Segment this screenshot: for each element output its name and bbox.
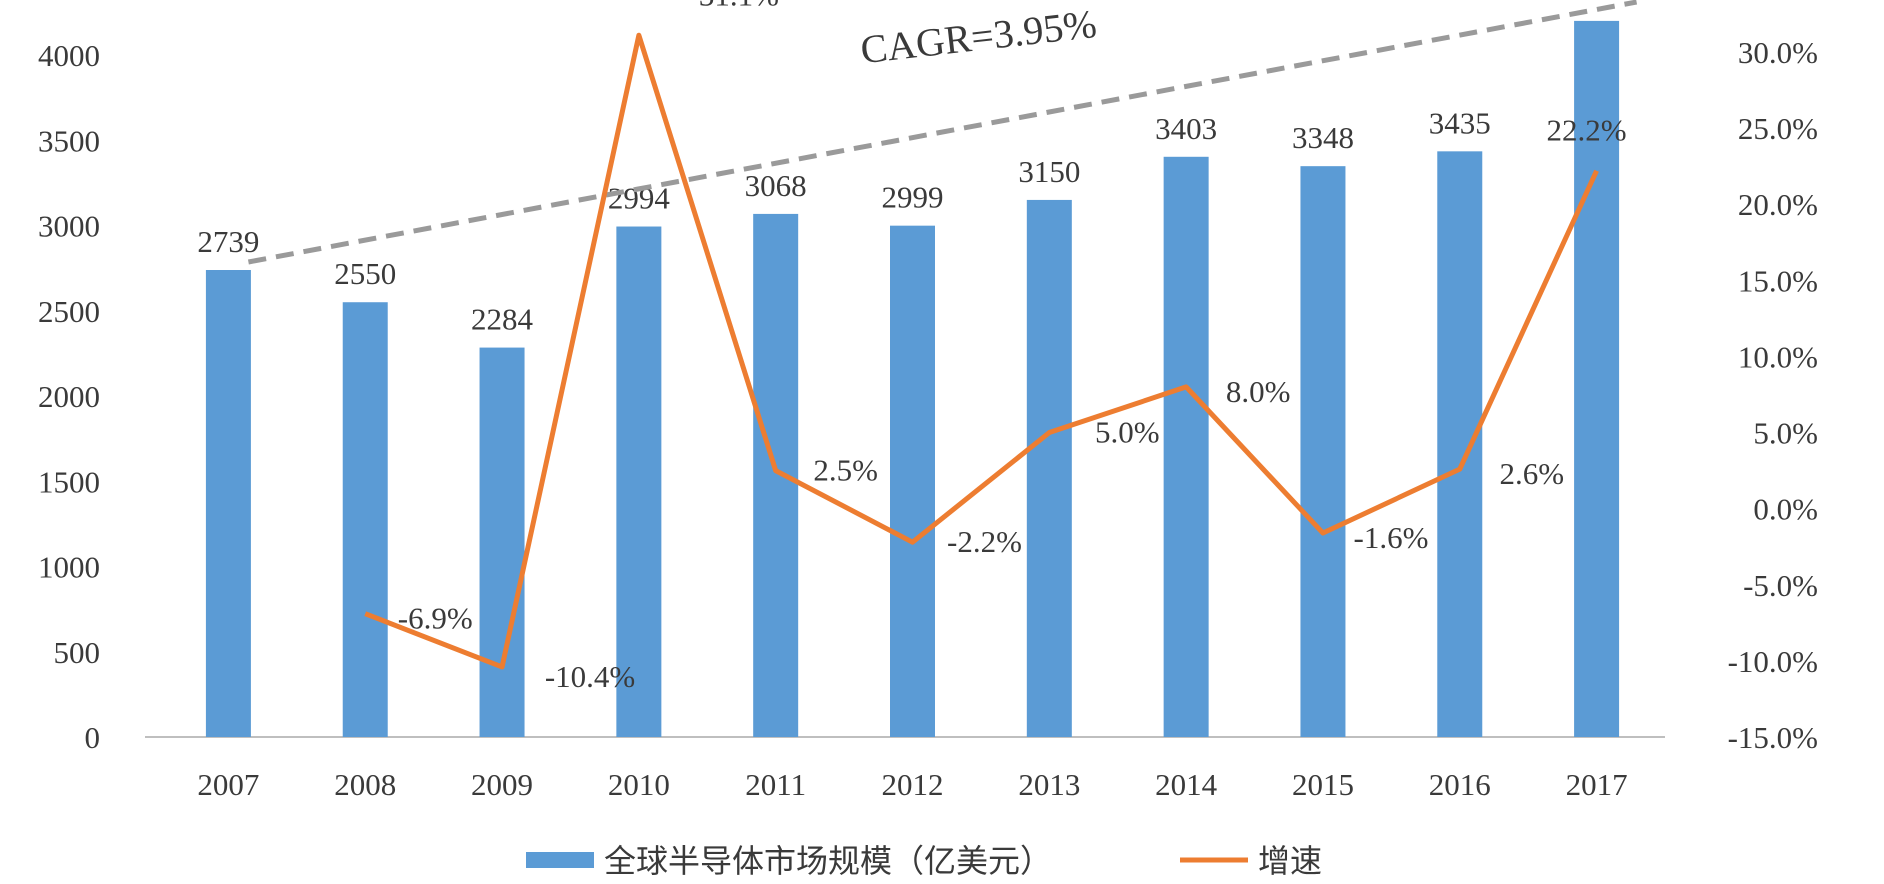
- bar-value-label: 2994: [608, 181, 671, 216]
- cagr-trend-line: [247, 0, 1638, 265]
- legend: 全球半导体市场规模（亿美元） 增速: [526, 842, 1322, 880]
- x-axis-tick-label: 2009: [471, 767, 533, 802]
- right-axis-tick-label: 5.0%: [1753, 416, 1818, 451]
- right-axis-ticks: -15.0% -10.0% -5.0% 0.0% 5.0% 10.0% 15.0% 20.0%…: [1728, 35, 1818, 755]
- right-axis-tick-label: -10.0%: [1728, 644, 1818, 679]
- growth-rate-label: 31.1%: [699, 0, 779, 12]
- bar-value-label: 3068: [745, 168, 807, 203]
- x-axis-tick-label: 2008: [334, 767, 396, 802]
- bar: [1300, 166, 1346, 737]
- x-axis-tick-label: 2012: [882, 767, 944, 802]
- right-axis-tick-label: -5.0%: [1743, 568, 1818, 603]
- bar-value-label: 3435: [1429, 105, 1491, 140]
- bar-value-label: 3150: [1018, 154, 1080, 189]
- left-axis-tick-label: 3500: [38, 123, 100, 158]
- x-axis-tick-label: 2016: [1429, 767, 1491, 802]
- growth-rate-label: -1.6%: [1354, 520, 1429, 555]
- bar-value-labels: 2739 2550 2284 2994 3068 2999 3150 3403 3348 3435: [197, 105, 1490, 336]
- bar: [342, 302, 388, 737]
- left-axis-tick-label: 0: [85, 720, 101, 755]
- x-axis-tick-label: 2013: [1018, 767, 1080, 802]
- growth-rate-label: 22.2%: [1547, 113, 1627, 148]
- left-axis-tick-label: 4000: [38, 38, 100, 73]
- left-axis-tick-label: 3000: [38, 209, 100, 244]
- bar-value-label: 2739: [197, 224, 259, 259]
- left-axis-tick-label: 1500: [38, 464, 100, 499]
- right-axis-tick-label: 25.0%: [1738, 111, 1818, 146]
- left-axis-tick-label: 2500: [38, 294, 100, 329]
- legend-label-bar: 全球半导体市场规模（亿美元）: [604, 842, 1052, 880]
- bar: [479, 347, 525, 737]
- left-axis-ticks: 0 500 1000 1500 2000 2500 3000 3500 4000: [38, 38, 100, 755]
- right-axis-tick-label: -15.0%: [1728, 720, 1818, 755]
- growth-rate-labels: -6.9% -10.4% 31.1% 2.5% -2.2% 5.0% 8.0% -1.6% 2.…: [398, 0, 1627, 694]
- growth-rate-label: 2.5%: [813, 453, 878, 488]
- bar: [753, 213, 799, 737]
- legend-label-line: 增速: [1258, 842, 1322, 880]
- bar-series: [205, 20, 1620, 738]
- growth-rate-line: [364, 32, 1599, 670]
- bar-value-label: 3348: [1292, 120, 1354, 155]
- bar-value-label: 2999: [882, 180, 944, 215]
- growth-rate-label: -10.4%: [545, 659, 635, 694]
- bar: [890, 225, 935, 737]
- x-axis-tick-label: 2015: [1292, 767, 1354, 802]
- bar: [616, 226, 662, 737]
- x-axis-tick-label: 2017: [1566, 767, 1628, 802]
- bar: [1026, 199, 1072, 738]
- growth-rate-label: -6.9%: [398, 601, 473, 636]
- bar-value-label: 2284: [471, 302, 534, 337]
- left-axis-tick-label: 2000: [38, 379, 100, 414]
- growth-rate-label: 8.0%: [1226, 374, 1291, 409]
- right-axis-tick-label: 15.0%: [1738, 263, 1818, 298]
- right-axis-tick-label: 20.0%: [1738, 187, 1818, 222]
- left-axis-tick-label: 1000: [38, 550, 100, 585]
- x-axis-ticks: 2007 2008 2009 2010 2011 2012 2013 2014 2015 2016…: [197, 767, 1627, 802]
- x-axis-tick-label: 2014: [1155, 767, 1218, 802]
- x-axis-tick-label: 2011: [745, 767, 806, 802]
- legend-swatch-bar: [526, 852, 594, 868]
- bar: [1437, 151, 1483, 737]
- growth-rate-label: 2.6%: [1499, 456, 1564, 491]
- left-axis-tick-label: 500: [54, 635, 101, 670]
- right-axis-tick-label: 10.0%: [1738, 339, 1818, 374]
- bar-value-label: 3403: [1155, 111, 1217, 146]
- bar-value-label: 2550: [334, 256, 396, 291]
- cagr-annotation: CAGR=3.95%: [858, 1, 1099, 73]
- growth-rate-label: 5.0%: [1095, 415, 1160, 450]
- right-axis-tick-label: 0.0%: [1753, 492, 1818, 527]
- growth-rate-label: -2.2%: [947, 524, 1022, 559]
- right-axis-tick-label: 30.0%: [1738, 35, 1818, 70]
- x-axis-tick-label: 2010: [608, 767, 670, 802]
- bar: [1163, 156, 1209, 737]
- bar: [205, 270, 251, 737]
- bar: [1574, 20, 1620, 737]
- x-axis-tick-label: 2007: [197, 767, 259, 802]
